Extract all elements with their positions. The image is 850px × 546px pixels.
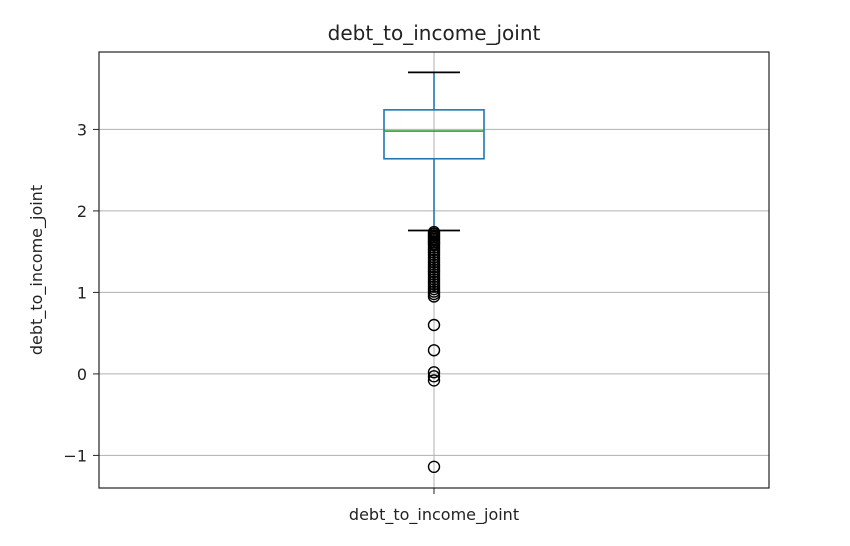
outlier-point [427,374,441,387]
y-tick-label: 2 [77,202,87,221]
chart-title: debt_to_income_joint [328,21,541,45]
box-plot [383,71,485,474]
outlier-point [427,460,441,474]
y-tick-label: −1 [63,446,87,465]
y-axis-label: debt_to_income_joint [27,185,47,355]
outlier-point [427,344,441,357]
y-tick-label: 3 [77,120,87,139]
outlier-point [427,318,441,332]
iqr-box [383,109,485,160]
y-tick-label: 0 [77,365,87,384]
x-tick-label: debt_to_income_joint [349,505,519,525]
outlier-point [427,366,441,379]
outlier-point [427,370,441,383]
y-tick-label: 1 [77,283,87,302]
y-axis-ticks: −1 0 1 2 3 [63,120,99,465]
x-axis-ticks: debt_to_income_joint [349,488,519,525]
outlier-point [427,290,441,303]
